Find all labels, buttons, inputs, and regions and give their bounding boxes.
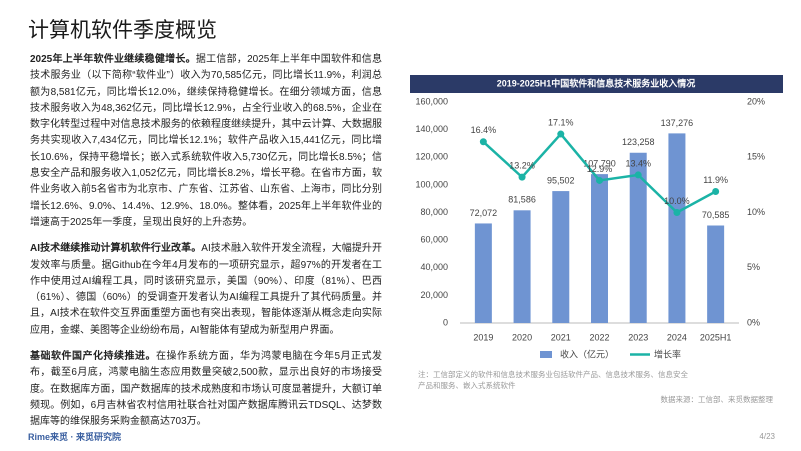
line-point: [518, 173, 526, 181]
y2-tick-label: 10%: [747, 207, 765, 217]
y-tick-label: 120,000: [415, 152, 448, 162]
x-tick-label: 2024: [667, 332, 687, 342]
y2-tick-label: 0%: [747, 317, 760, 327]
paragraph: 2025年上半年软件业继续稳健增长。据工信部，2025年上半年中国软件和信息技术…: [30, 52, 382, 231]
bar-label: 107,790: [583, 158, 616, 168]
y-tick-label: 60,000: [420, 235, 448, 245]
chart-note: 注：工信部定义的软件和信息技术服务业包括软件产品、信息技术服务、信息安全产品和服…: [418, 370, 688, 390]
line-point: [634, 171, 642, 179]
bar-label: 70,585: [702, 210, 730, 220]
chart-header: [410, 75, 783, 93]
legend-swatch: [540, 351, 552, 358]
bar: [552, 191, 570, 323]
line-label: 11.9%: [703, 175, 728, 185]
y2-tick-label: 15%: [747, 152, 765, 162]
page-title: 计算机软件季度概览: [28, 19, 217, 42]
bar: [591, 174, 608, 323]
bar: [707, 225, 725, 323]
paragraph-text: 在操作系统方面，华为鸿蒙电脑在今年5月正式发布，截至6月底，鸿蒙电脑生态应用数量…: [30, 351, 383, 428]
bar: [668, 133, 686, 323]
paragraph-text: AI技术融入软件开发全流程，大幅提升开发效率与质量。据Github在今年4月发布…: [30, 243, 383, 336]
line-label: 17.1%: [548, 117, 574, 127]
x-tick-label: 2021: [551, 332, 571, 342]
page-number: 4/23: [759, 432, 775, 441]
line-label: 13.4%: [625, 158, 651, 168]
paragraph: AI技术继续推动计算机软件行业改革。AI技术融入软件开发全流程，大幅提升开发效率…: [30, 241, 382, 339]
line-label: 10.0%: [664, 196, 690, 206]
lead: 2025年上半年软件业继续稳健增长。: [30, 54, 196, 65]
y-tick-label: 0: [443, 317, 448, 327]
y-tick-label: 140,000: [415, 124, 448, 134]
line-label: 13.2%: [509, 161, 535, 171]
y-tick-label: 100,000: [415, 179, 448, 189]
line-point: [673, 209, 681, 216]
line-point: [557, 130, 565, 138]
line-point: [479, 138, 487, 146]
legend-label: 收入（亿元）: [560, 348, 614, 359]
y2-tick-label: 20%: [747, 96, 765, 106]
lead: 基础软件国产化持续推进。: [30, 351, 156, 363]
legend-label: 增长率: [654, 348, 681, 359]
line-label: 12.9%: [587, 164, 613, 174]
x-tick-label: 2025H1: [700, 332, 732, 342]
bar-label: 137,276: [661, 118, 694, 128]
lead: AI技术继续推动计算机软件行业改革。: [30, 243, 202, 255]
x-tick-label: 2022: [589, 332, 609, 342]
paragraph: 基础软件国产化持续推进。在操作系统方面，华为鸿蒙电脑在今年5月正式发布，截至6月…: [30, 349, 382, 430]
bar-label: 123,258: [622, 137, 655, 147]
line-label: 16.4%: [471, 125, 497, 135]
line-point: [596, 176, 603, 184]
bar: [513, 210, 531, 323]
bar-label: 81,586: [508, 195, 536, 205]
y2-tick-label: 5%: [747, 262, 760, 272]
x-tick-label: 2019: [473, 332, 493, 342]
body-text: 2025年上半年软件业继续稳健增长。据工信部，2025年上半年中国软件和信息技术…: [30, 52, 382, 441]
footer-brand: Rime来觅 · 来觅研究院: [28, 432, 122, 442]
x-tick-label: 2020: [512, 332, 532, 342]
chart-source: 数据来源：工信部、来觅数据整理: [660, 395, 774, 404]
y-tick-label: 20,000: [420, 290, 448, 300]
y-tick-label: 80,000: [420, 207, 448, 217]
bar-label: 95,502: [547, 175, 575, 185]
bar-label: 72,072: [470, 208, 498, 218]
bar: [629, 152, 647, 323]
x-tick-label: 2023: [628, 332, 648, 342]
y-tick-label: 160,000: [415, 96, 448, 106]
line-point: [712, 188, 720, 196]
y-tick-label: 40,000: [420, 262, 448, 272]
paragraph-text: 据工信部，2025年上半年中国软件和信息技术服务业（以下简称“软件业”）收入为7…: [30, 54, 382, 228]
chart-title: 2019-2025H1中国软件和信息技术服务业收入情况: [497, 77, 696, 88]
bar: [474, 223, 492, 323]
